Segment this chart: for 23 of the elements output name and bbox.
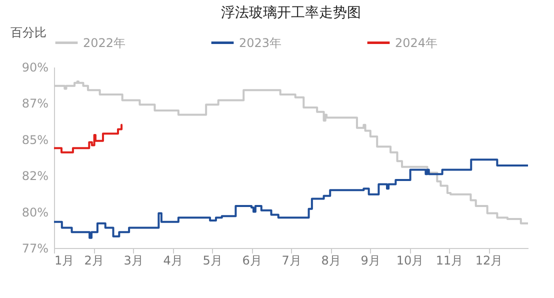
x-tick-label: 6月 <box>242 254 262 268</box>
y-tick-label: 80% <box>22 205 48 220</box>
y-tick-label: 77% <box>22 242 48 256</box>
x-tick-label: 11月 <box>436 254 464 268</box>
x-tick-label: 1月 <box>54 254 74 268</box>
y-tick-label: 90% <box>22 60 48 74</box>
chart-title: 浮法玻璃开工率走势图 <box>221 5 361 21</box>
x-tick-label: 4月 <box>163 254 183 268</box>
x-tick-label: 10月 <box>396 254 424 268</box>
x-tick-label: 9月 <box>360 254 380 268</box>
legend-label: 2023年 <box>239 36 282 50</box>
x-tick-label: 2月 <box>84 254 104 268</box>
y-tick-label: 85% <box>22 132 48 147</box>
x-tick-label: 5月 <box>202 254 222 268</box>
x-tick-label: 3月 <box>124 254 144 268</box>
y-tick-label: 82% <box>22 169 48 184</box>
legend-label: 2024年 <box>395 36 438 50</box>
legend-label: 2022年 <box>83 36 126 50</box>
y-axis-title: 百分比 <box>10 26 46 40</box>
y-tick-label: 87% <box>22 96 48 111</box>
x-tick-label: 12月 <box>475 254 503 268</box>
x-tick-label: 8月 <box>321 254 341 268</box>
x-tick-label: 7月 <box>282 254 302 268</box>
